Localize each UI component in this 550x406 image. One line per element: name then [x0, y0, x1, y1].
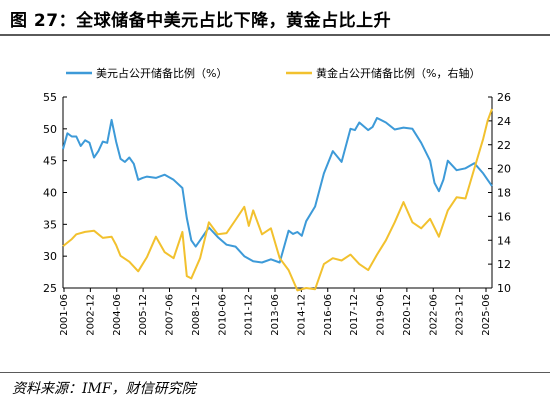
x-tick-label: 2007-06: [165, 294, 176, 336]
series-line-usd: [62, 117, 493, 264]
right-tick-label: 22: [497, 139, 511, 152]
left-tick-label: 25: [43, 282, 57, 295]
left-axis-ticks: 25 30 35 40 45 50 55: [43, 91, 67, 295]
x-tick-label: 2016-06: [323, 294, 334, 336]
left-tick-label: 50: [43, 123, 57, 136]
left-tick-label: 40: [43, 187, 57, 200]
source-divider: [0, 372, 550, 373]
x-tick-label: 2005-12: [138, 294, 149, 336]
x-axis-ticks: 2001-06 2002-12 2004-06 2005-12 2007-06 2008-…: [59, 288, 492, 336]
x-tick-label: 2019-06: [376, 294, 387, 336]
right-tick-label: 12: [497, 258, 511, 271]
right-tick-label: 10: [497, 282, 511, 295]
right-tick-label: 20: [497, 163, 511, 176]
left-tick-label: 55: [43, 91, 57, 104]
legend-label-gold: 黄金占公开储备比例（%，右轴）: [316, 66, 480, 80]
x-tick-label: 2014-12: [296, 294, 307, 336]
right-tick-label: 24: [497, 115, 511, 128]
legend: 美元占公开储备比例（%） 黄金占公开储备比例（%，右轴）: [66, 66, 480, 80]
right-tick-label: 14: [497, 234, 511, 247]
series-lines: [62, 108, 493, 292]
x-tick-label: 2020-12: [402, 294, 413, 336]
right-tick-label: 18: [497, 187, 511, 200]
x-tick-label: 2025-06: [481, 294, 492, 336]
x-tick-label: 2017-12: [349, 294, 360, 336]
x-tick-label: 2013-06: [270, 294, 281, 336]
x-tick-label: 2008-12: [191, 294, 202, 336]
x-tick-label: 2004-06: [112, 294, 123, 336]
left-tick-label: 45: [43, 155, 57, 168]
x-tick-label: 2023-12: [455, 294, 466, 336]
legend-label-usd: 美元占公开储备比例（%）: [96, 66, 227, 80]
x-tick-label: 2001-06: [59, 294, 70, 336]
chart-title: 图 27：全球储备中美元占比下降，黄金占比上升: [10, 11, 392, 31]
x-tick-label: 2011-12: [244, 294, 255, 336]
source-note: 资料来源：IMF，财信研究院: [12, 381, 196, 397]
title-divider: [0, 34, 550, 36]
x-tick-label: 2022-06: [428, 294, 439, 336]
x-tick-label: 2002-12: [85, 294, 96, 336]
right-tick-label: 26: [497, 91, 511, 104]
x-tick-label: 2010-06: [217, 294, 228, 336]
series-line-gold: [62, 108, 493, 292]
chart: 美元占公开储备比例（%） 黄金占公开储备比例（%，右轴） 25 30 35 40 45 5…: [43, 66, 511, 336]
left-tick-label: 30: [43, 250, 57, 263]
left-tick-label: 35: [43, 218, 57, 231]
right-axis-ticks: 10 12 14 16 18 20 22 24 26: [488, 91, 511, 295]
right-tick-label: 16: [497, 210, 511, 223]
